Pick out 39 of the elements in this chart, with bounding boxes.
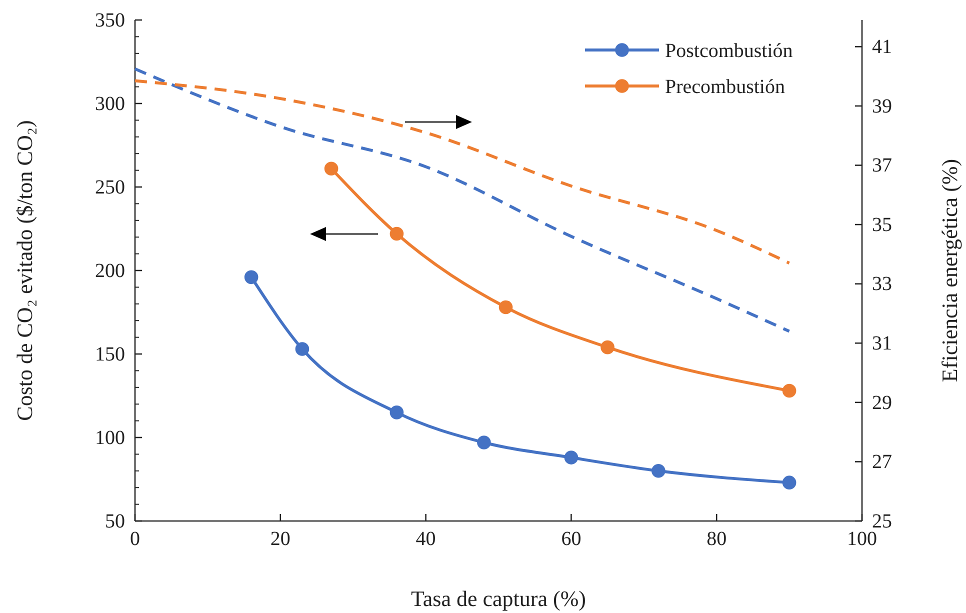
x-tick-label: 0 [130, 528, 140, 550]
line-series [134, 67, 791, 333]
point [498, 300, 513, 314]
point [652, 464, 666, 478]
y2-tick-label: 27 [872, 451, 892, 474]
legend-label: Precombustión [665, 76, 785, 98]
y2-tick-label: 31 [872, 332, 892, 355]
point [782, 384, 796, 398]
y-tick-label: 200 [95, 260, 125, 282]
y2-tick-label: 41 [872, 36, 892, 58]
point [244, 270, 258, 284]
point [477, 436, 491, 450]
y2-tick-label: 33 [872, 273, 892, 296]
y2-tick-label: 39 [872, 95, 892, 118]
point [295, 342, 310, 356]
x-tick-label: 60 [561, 528, 582, 550]
y2-tick-label: 37 [872, 154, 892, 177]
y-tick-label: 300 [95, 92, 125, 115]
x-axis-title: Tasa de captura (%) [411, 586, 586, 611]
x-tick-label: 40 [416, 528, 436, 550]
y-tick-label: 250 [95, 176, 125, 198]
point [390, 226, 404, 241]
y2-tick-label: 29 [872, 392, 892, 414]
y-tick-label: 100 [95, 426, 125, 449]
point [564, 450, 578, 464]
point [324, 162, 338, 176]
y-tick-label: 150 [95, 343, 125, 366]
point [390, 406, 404, 420]
y2-tick-label: 35 [872, 214, 892, 236]
x-tick-label: 20 [270, 528, 290, 550]
point [600, 340, 614, 354]
y2-axis-title: Eficiencia energética (%) [937, 158, 962, 382]
line-series [134, 79, 791, 265]
point [782, 476, 796, 490]
y-tick-label: 50 [105, 510, 125, 532]
y-tick-label: 350 [95, 9, 125, 32]
x-tick-label: 80 [706, 528, 727, 550]
legend-label: Postcombustión [665, 40, 793, 62]
y-axis-title: Costo de CO₂ evitado ($/ton CO₂) [12, 120, 37, 421]
